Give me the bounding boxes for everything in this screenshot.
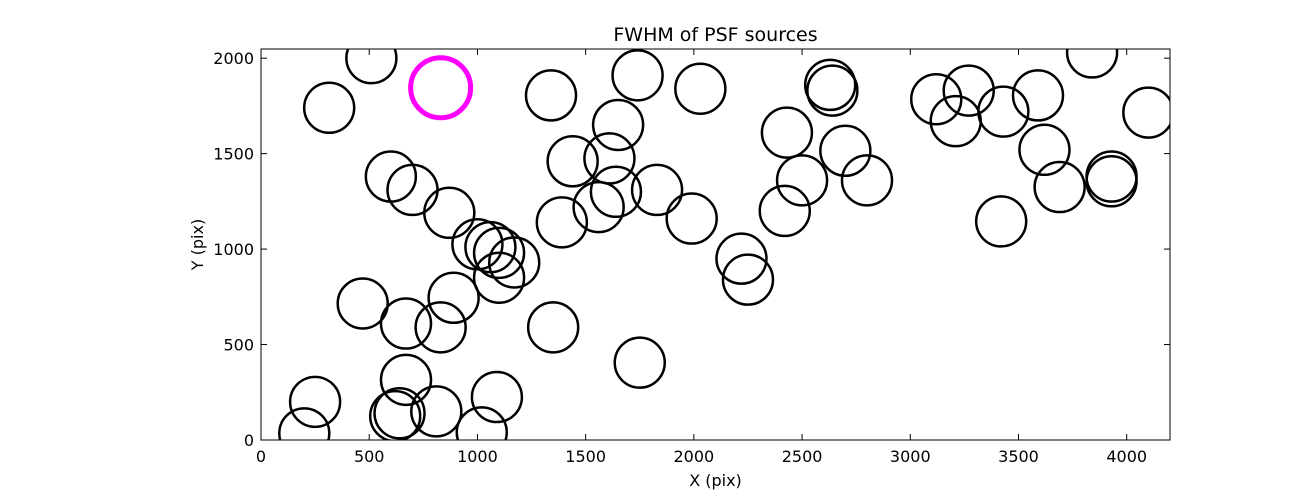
- psf-source-2: [302, 81, 356, 135]
- psf-source-19: [546, 135, 599, 188]
- psf-source-30: [572, 180, 625, 234]
- psf-source-28: [589, 165, 643, 219]
- psf-source-50: [288, 375, 342, 429]
- psf-source-33: [665, 192, 718, 245]
- psf-source-42: [721, 253, 775, 306]
- x-tick-label: 4000: [1106, 447, 1147, 466]
- x-tick-label: 3500: [998, 447, 1039, 466]
- psf-source-52: [368, 389, 422, 440]
- psf-source-10: [929, 94, 982, 148]
- psf-source-8: [910, 72, 963, 126]
- psf-source-46: [414, 301, 467, 354]
- psf-source-48: [613, 336, 666, 389]
- psf-source-44: [427, 271, 480, 325]
- y-tick-label: 500: [223, 336, 254, 355]
- psf-source-23: [1085, 150, 1138, 203]
- x-axis-label: X (pix): [689, 471, 742, 490]
- psf-source-22: [840, 154, 894, 207]
- psf-source-29: [630, 163, 684, 217]
- psf-source-16: [760, 106, 814, 159]
- psf-source-43: [336, 277, 389, 330]
- y-tick-label: 0: [244, 431, 254, 450]
- psf-source-17: [819, 124, 872, 178]
- psf-source-9: [942, 64, 995, 117]
- psf-source-1: [345, 49, 398, 85]
- psf-source-40: [472, 251, 526, 304]
- psf-source-14: [1122, 86, 1170, 139]
- psf-source-4: [611, 49, 664, 102]
- psf-source-47: [526, 301, 580, 354]
- psf-source-5: [674, 62, 727, 115]
- y-tick-label: 1000: [213, 240, 254, 259]
- y-axis: 0 500 1000 1500 2000: [213, 49, 1170, 450]
- x-tick-label: 2500: [782, 447, 823, 466]
- y-tick-label: 2000: [213, 49, 254, 68]
- psf-source-56: [455, 406, 508, 440]
- psf-source-31: [423, 186, 476, 240]
- psf-source-11: [977, 85, 1030, 138]
- psf-source-12: [1011, 69, 1065, 122]
- x-tick-label: 0: [256, 447, 266, 466]
- psf-source-38: [472, 226, 526, 280]
- psf-source-20: [583, 132, 636, 185]
- psf-source-32: [535, 196, 589, 249]
- x-tick-label: 2000: [673, 447, 714, 466]
- psf-source-21: [775, 154, 829, 207]
- psf-source-41: [715, 232, 768, 285]
- psf-source-3: [524, 69, 578, 122]
- y-axis-label: Y (pix): [188, 219, 207, 271]
- psf-source-51: [470, 370, 524, 424]
- y-tick-label: 1500: [213, 145, 254, 164]
- psf-source-7: [806, 64, 859, 117]
- psf-source-53: [373, 387, 426, 440]
- psf-source-6: [803, 58, 857, 112]
- psf-source-18: [1018, 123, 1071, 177]
- psf-source-39: [487, 236, 541, 289]
- x-tick-label: 500: [354, 447, 385, 466]
- x-axis: 0 500 1000 1500 2000 2500 3000 3500 4000: [256, 49, 1147, 466]
- psf-source-49: [379, 353, 433, 407]
- psf-source-24: [1085, 155, 1138, 208]
- psf-source-55: [278, 407, 331, 440]
- psf-source-54: [410, 385, 463, 438]
- highlighted-source: [408, 55, 474, 121]
- psf-source-34: [758, 184, 812, 238]
- x-tick-label: 3000: [890, 447, 931, 466]
- psf-source-45: [379, 297, 433, 350]
- data-marks: [278, 49, 1170, 440]
- x-tick-label: 1000: [457, 447, 498, 466]
- psf-source-13: [1065, 49, 1119, 79]
- x-tick-label: 1500: [565, 447, 606, 466]
- plot-frame: [260, 48, 1171, 441]
- psf-source-35: [974, 195, 1028, 248]
- psf-source-25: [1033, 160, 1086, 214]
- psf-source-15: [591, 98, 645, 152]
- chart-title: FWHM of PSF sources: [613, 24, 817, 46]
